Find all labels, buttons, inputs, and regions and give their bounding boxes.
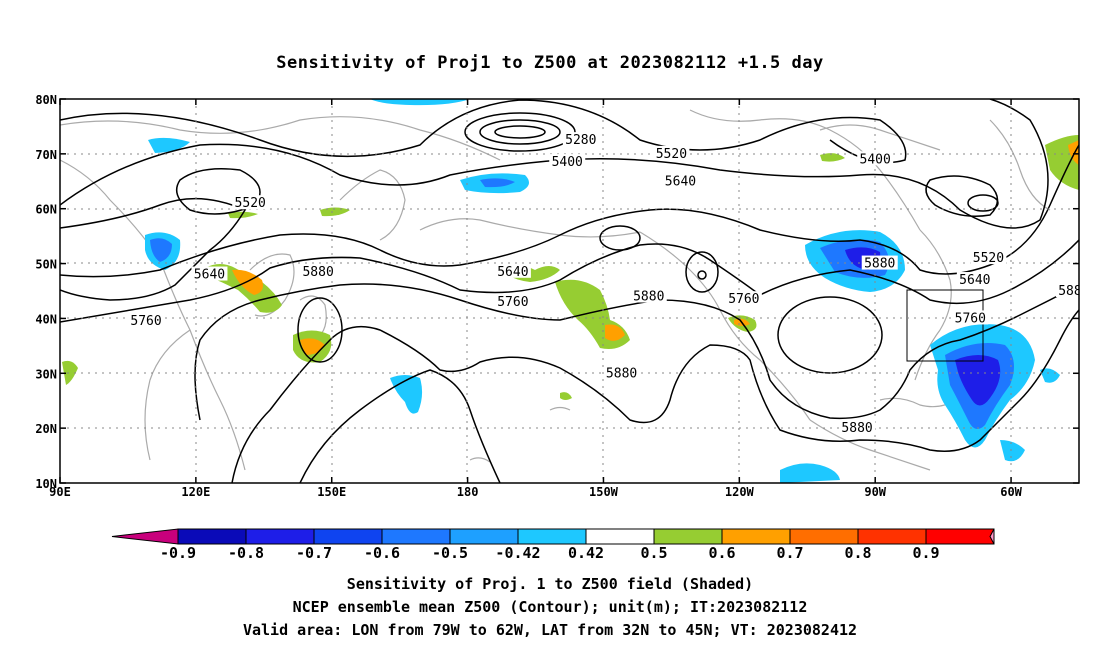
contour-label-bg	[970, 250, 1007, 265]
colorbar-label: 0.5	[640, 544, 667, 562]
colorbar-box	[721, 528, 791, 545]
lat-tick-label: 70N	[35, 148, 57, 162]
lon-tick-label: 150E	[317, 485, 346, 499]
contour-label-bg	[861, 255, 898, 270]
contour-label: 588	[1058, 284, 1081, 299]
gridlines	[60, 99, 1079, 483]
contour-label-bg	[494, 293, 531, 308]
lon-tick-label: 180	[457, 485, 479, 499]
colorbar-box	[585, 528, 655, 545]
caption-line-3: Valid area: LON from 79W to 62W, LAT fro…	[243, 621, 857, 639]
colorbar-box	[925, 528, 995, 545]
contour-label: 5280	[565, 133, 596, 148]
contour-label: 5520	[235, 196, 266, 211]
contour-label: 5880	[302, 265, 333, 280]
contour-label: 5520	[656, 147, 687, 162]
colorbar-label: 0.8	[844, 544, 871, 562]
contour-label: 5640	[194, 268, 225, 283]
colorbar: -0.9 -0.8 -0.7 -0.6 -0.5 -0.42 0.42 0.5 0.6 0.7 0.…	[111, 528, 995, 562]
contour-label-bg	[725, 291, 762, 306]
colorbar-label: 0.9	[912, 544, 939, 562]
contour-label-bg	[562, 132, 599, 147]
lon-tick-label: 90W	[864, 485, 886, 499]
contour-label-bg	[956, 272, 993, 287]
lon-tick-label: 120W	[725, 485, 755, 499]
lat-tick-label: 20N	[35, 422, 57, 436]
colorbar-box	[517, 528, 587, 545]
lon-tick-label: 60W	[1000, 485, 1022, 499]
contour-label: 5640	[665, 174, 696, 189]
contour-label: 5520	[973, 251, 1004, 266]
colorbar-label: -0.5	[432, 544, 468, 562]
colorbar-box	[653, 528, 723, 545]
contour-label-bg	[494, 263, 531, 278]
colorbar-box	[857, 528, 927, 545]
lon-tick-label: 90E	[49, 485, 71, 499]
lon-tick-label: 150W	[589, 485, 619, 499]
chart-title: Sensitivity of Proj1 to Z500 at 20230821…	[276, 53, 823, 73]
contour-label: 5760	[130, 314, 161, 329]
colorbar-box	[177, 528, 247, 545]
contour-label-bg	[603, 365, 640, 380]
contour-label: 5880	[864, 257, 895, 272]
contour-label-bg	[300, 263, 337, 278]
colorbar-over-triangle	[989, 528, 995, 545]
colorbar-box	[313, 528, 383, 545]
lat-tick-label: 30N	[35, 367, 57, 381]
colorbar-label: -0.8	[228, 544, 264, 562]
contour-label-bg	[549, 154, 586, 169]
contour-label-bg	[630, 288, 667, 303]
contour-label-bg	[1055, 283, 1079, 297]
contour-label-bg	[191, 266, 228, 281]
valid-area-box	[906, 289, 984, 362]
contour-label: 5880	[606, 366, 637, 381]
contour-label: 5640	[959, 273, 990, 288]
caption-line-2: NCEP ensemble mean Z500 (Contour); unit(…	[293, 598, 808, 616]
colorbar-label: -0.6	[364, 544, 400, 562]
contour-label: 5400	[552, 155, 583, 170]
colorbar-label: 0.42	[568, 544, 604, 562]
sensitivity-shading	[62, 99, 1079, 483]
contour-label-bg	[653, 145, 690, 160]
colorbar-label: 0.6	[708, 544, 735, 562]
lat-tick-label: 60N	[35, 203, 57, 217]
lat-tick-label: 80N	[35, 93, 57, 107]
lat-tick-label: 50N	[35, 258, 57, 272]
colorbar-label: -0.9	[160, 544, 196, 562]
contour-label: 5400	[860, 152, 891, 167]
lon-tick-label: 120E	[181, 485, 210, 499]
colorbar-under-triangle	[111, 528, 179, 545]
contour-label: 5760	[497, 295, 528, 310]
colorbar-label: 0.7	[776, 544, 803, 562]
coastlines	[60, 109, 1051, 471]
colorbar-box	[245, 528, 315, 545]
lat-axis: 80N 70N 60N 50N 40N 30N 20N 10N	[35, 93, 1079, 491]
contour-label: 5760	[728, 292, 759, 307]
contour-label-bg	[662, 173, 699, 188]
caption-line-1: Sensitivity of Proj. 1 to Z500 field (Sh…	[347, 575, 753, 593]
contour-label-bg	[232, 195, 269, 210]
contour-label-bg	[952, 310, 989, 325]
contour-label: 5880	[841, 421, 872, 436]
colorbar-label: -0.7	[296, 544, 332, 562]
contour-label-bg	[839, 420, 876, 435]
colorbar-box	[449, 528, 519, 545]
contour-label: 5760	[955, 311, 986, 326]
contour-label: 5880	[633, 289, 664, 304]
lon-axis: 90E 120E 150E 180 150W 120W 90W 60W	[49, 99, 1023, 499]
contour-label: 5640	[497, 265, 528, 280]
z500-contours	[60, 99, 1079, 483]
colorbar-label: -0.42	[495, 544, 540, 562]
lat-tick-label: 10N	[35, 477, 57, 491]
contour-label-bg	[128, 313, 165, 328]
contour-label-bg	[857, 151, 894, 166]
colorbar-box	[381, 528, 451, 545]
colorbar-box	[789, 528, 859, 545]
map-panel: 5280 5400 5520 5520 5640 5400 5520 5640 5880 5640…	[35, 93, 1081, 499]
map-frame	[59, 98, 1080, 484]
contour-labels: 5280 5400 5520 5520 5640 5400 5520 5640 5880 5640…	[128, 132, 1081, 436]
lat-tick-label: 40N	[35, 312, 57, 326]
